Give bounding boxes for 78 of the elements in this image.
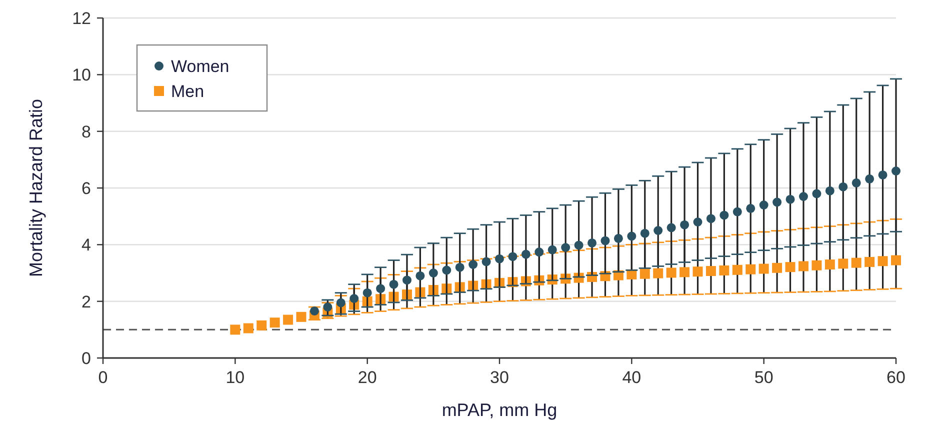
- point: [627, 232, 636, 241]
- y-tick-label: 8: [82, 122, 91, 142]
- point: [758, 264, 769, 274]
- point: [336, 298, 346, 308]
- point: [614, 234, 623, 243]
- y-tick-label: 12: [72, 9, 91, 28]
- point: [283, 314, 294, 325]
- point: [389, 280, 398, 289]
- point: [692, 266, 703, 277]
- y-tick-label: 10: [72, 66, 91, 85]
- point: [772, 262, 782, 273]
- point: [838, 258, 848, 269]
- x-axis-title: mPAP, mm Hg: [442, 400, 558, 420]
- point: [680, 267, 690, 278]
- point: [706, 266, 716, 276]
- point: [824, 260, 835, 270]
- point: [310, 306, 319, 316]
- y-tick-label: 0: [82, 349, 91, 368]
- point: [666, 223, 676, 232]
- point: [891, 255, 901, 266]
- point: [865, 174, 874, 184]
- point: [243, 323, 254, 334]
- point: [759, 200, 768, 210]
- point: [362, 288, 372, 298]
- y-axis-title: Mortality Hazard Ratio: [26, 98, 46, 278]
- x-tick-label: 30: [490, 368, 509, 387]
- point: [600, 236, 610, 246]
- point: [732, 207, 742, 216]
- point: [680, 220, 690, 230]
- point: [878, 170, 888, 180]
- point: [428, 268, 438, 278]
- point: [864, 256, 875, 267]
- point: [230, 324, 240, 335]
- x-tick-label: 20: [358, 368, 377, 387]
- x-tick-label: 0: [98, 368, 108, 387]
- point: [256, 320, 267, 330]
- y-tick-label: 2: [82, 292, 91, 312]
- point: [785, 262, 796, 272]
- point: [746, 264, 756, 274]
- point: [812, 260, 822, 270]
- point: [442, 266, 452, 275]
- legend-label: Women: [171, 57, 230, 76]
- point: [892, 166, 900, 176]
- point: [732, 264, 742, 275]
- point: [772, 198, 782, 207]
- legend-label: Men: [171, 82, 204, 101]
- x-tick-label: 40: [622, 368, 642, 387]
- point: [878, 256, 888, 266]
- point: [720, 210, 729, 220]
- point: [376, 284, 386, 294]
- point: [270, 318, 280, 328]
- point: [798, 192, 808, 201]
- point: [402, 276, 412, 285]
- point: [296, 312, 306, 322]
- point: [852, 178, 861, 188]
- point: [666, 268, 676, 278]
- point: [653, 268, 664, 278]
- point: [851, 258, 862, 268]
- x-tick-label: 50: [754, 368, 774, 387]
- x-tick-label: 10: [226, 368, 245, 387]
- point: [640, 228, 650, 238]
- point: [786, 194, 795, 204]
- point: [416, 271, 425, 280]
- point: [719, 265, 730, 276]
- point: [798, 261, 808, 272]
- point: [825, 186, 834, 196]
- y-tick-label: 4: [82, 236, 91, 255]
- point: [693, 218, 702, 226]
- point: [746, 204, 756, 213]
- point: [350, 294, 359, 303]
- point: [838, 182, 848, 192]
- point: [588, 238, 597, 248]
- x-tick-label: 60: [886, 368, 906, 387]
- point: [706, 214, 716, 224]
- point: [812, 189, 822, 198]
- point: [654, 226, 663, 235]
- point: [323, 302, 332, 312]
- y-tick-label: 6: [82, 179, 91, 198]
